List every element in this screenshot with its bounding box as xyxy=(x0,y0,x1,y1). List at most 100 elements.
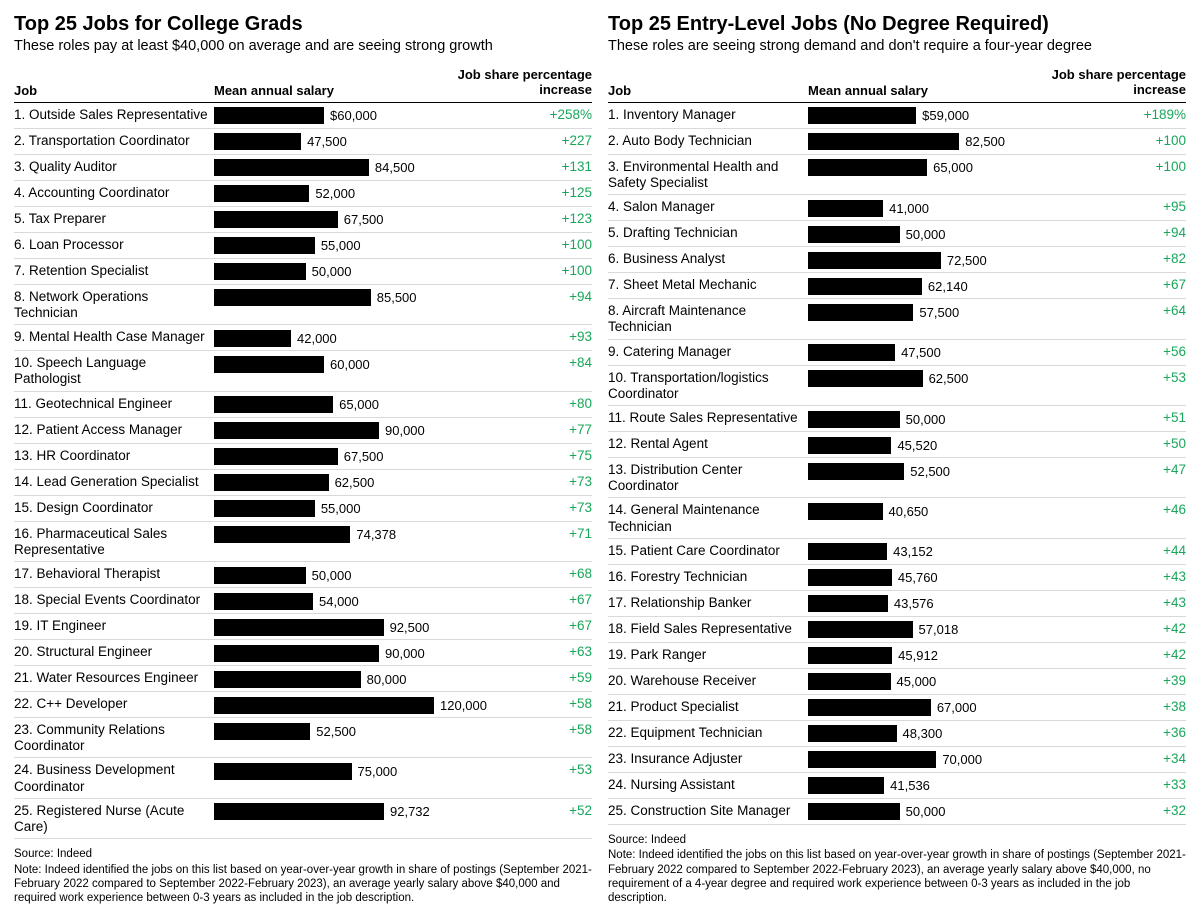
salary-bar xyxy=(214,567,306,584)
salary-cell: 72,500 xyxy=(808,251,1116,269)
header-salary: Mean annual salary xyxy=(214,83,432,98)
job-label: 8. Network Operations Technician xyxy=(14,289,214,321)
salary-bar xyxy=(214,500,315,517)
salary-cell: 47,500 xyxy=(808,344,1116,362)
salary-label: 45,760 xyxy=(898,570,938,585)
left-column: Top 25 Jobs for College Grads These role… xyxy=(14,12,592,906)
increase-value: +77 xyxy=(522,422,592,437)
salary-cell: 43,576 xyxy=(808,595,1116,613)
increase-value: +43 xyxy=(1116,595,1186,610)
salary-cell: 75,000 xyxy=(214,762,522,780)
table-row: 19. IT Engineer92,500+67 xyxy=(14,614,592,640)
salary-cell: 45,520 xyxy=(808,436,1116,454)
salary-bar xyxy=(214,803,384,820)
table-row: 14. General Maintenance Technician40,650… xyxy=(608,498,1186,538)
job-label: 22. Equipment Technician xyxy=(608,725,808,741)
job-label: 4. Accounting Coordinator xyxy=(14,185,214,201)
job-label: 13. Distribution Center Coordinator xyxy=(608,462,808,494)
job-label: 16. Pharmaceutical Sales Representative xyxy=(14,526,214,558)
left-source: Source: Indeed xyxy=(14,847,592,861)
salary-label: 92,500 xyxy=(390,620,430,635)
salary-bar xyxy=(808,569,892,586)
job-label: 9. Mental Health Case Manager xyxy=(14,329,214,345)
salary-cell: 67,500 xyxy=(214,211,522,229)
salary-label: 40,650 xyxy=(889,504,929,519)
salary-bar xyxy=(808,252,941,269)
increase-value: +52 xyxy=(522,803,592,818)
header-increase: Job share percentage increase xyxy=(432,68,592,98)
salary-label: 47,500 xyxy=(901,345,941,360)
salary-bar xyxy=(214,330,291,347)
salary-cell: 84,500 xyxy=(214,159,522,177)
salary-cell: 57,500 xyxy=(808,303,1116,321)
job-label: 24. Nursing Assistant xyxy=(608,777,808,793)
salary-bar xyxy=(214,697,434,714)
job-label: 18. Field Sales Representative xyxy=(608,621,808,637)
salary-label: 84,500 xyxy=(375,160,415,175)
salary-cell: 70,000 xyxy=(808,751,1116,769)
job-label: 14. Lead Generation Specialist xyxy=(14,474,214,490)
table-row: 11. Geotechnical Engineer65,000+80 xyxy=(14,392,592,418)
job-label: 19. IT Engineer xyxy=(14,618,214,634)
salary-cell: 52,500 xyxy=(214,722,522,740)
salary-cell: 62,500 xyxy=(214,474,522,492)
salary-cell: 41,536 xyxy=(808,777,1116,795)
job-label: 11. Route Sales Representative xyxy=(608,410,808,426)
salary-label: 82,500 xyxy=(965,134,1005,149)
job-label: 1. Inventory Manager xyxy=(608,107,808,123)
salary-bar xyxy=(214,185,309,202)
increase-value: +100 xyxy=(522,263,592,278)
salary-cell: 42,000 xyxy=(214,329,522,347)
salary-label: 67,500 xyxy=(344,449,384,464)
header-job: Job xyxy=(608,83,808,98)
increase-value: +33 xyxy=(1116,777,1186,792)
table-row: 15. Design Coordinator55,000+73 xyxy=(14,496,592,522)
salary-cell: 43,152 xyxy=(808,543,1116,561)
increase-value: +43 xyxy=(1116,569,1186,584)
salary-label: 75,000 xyxy=(358,764,398,779)
job-label: 2. Transportation Coordinator xyxy=(14,133,214,149)
table-row: 25. Construction Site Manager50,000+32 xyxy=(608,799,1186,825)
job-label: 5. Drafting Technician xyxy=(608,225,808,241)
increase-value: +36 xyxy=(1116,725,1186,740)
table-row: 18. Special Events Coordinator54,000+67 xyxy=(14,588,592,614)
job-label: 15. Patient Care Coordinator xyxy=(608,543,808,559)
salary-cell: 90,000 xyxy=(214,422,522,440)
job-label: 23. Insurance Adjuster xyxy=(608,751,808,767)
salary-cell: 92,500 xyxy=(214,618,522,636)
right-source: Source: Indeed xyxy=(608,833,1186,847)
salary-cell: 40,650 xyxy=(808,502,1116,520)
increase-value: +58 xyxy=(522,722,592,737)
job-label: 1. Outside Sales Representative xyxy=(14,107,214,123)
increase-value: +44 xyxy=(1116,543,1186,558)
salary-label: 45,520 xyxy=(897,438,937,453)
salary-cell: 90,000 xyxy=(214,644,522,662)
increase-value: +125 xyxy=(522,185,592,200)
table-row: 14. Lead Generation Specialist62,500+73 xyxy=(14,470,592,496)
increase-value: +34 xyxy=(1116,751,1186,766)
table-row: 18. Field Sales Representative 57,018 +42 xyxy=(608,617,1186,643)
salary-bar xyxy=(808,278,922,295)
salary-bar xyxy=(214,645,379,662)
salary-cell: 60,000 xyxy=(214,355,522,373)
table-row: 6. Loan Processor55,000+100 xyxy=(14,233,592,259)
table-row: 1. Inventory Manager$59,000+189% xyxy=(608,103,1186,129)
header-job: Job xyxy=(14,83,214,98)
table-row: 2. Transportation Coordinator47,500+227 xyxy=(14,129,592,155)
table-row: 20. Warehouse Receiver45,000+39 xyxy=(608,669,1186,695)
salary-cell: 45,000 xyxy=(808,673,1116,691)
salary-label: 45,000 xyxy=(897,674,937,689)
increase-value: +46 xyxy=(1116,502,1186,517)
salary-label: 48,300 xyxy=(903,726,943,741)
salary-bar xyxy=(808,647,892,664)
table-row: 25. Registered Nurse (Acute Care)92,732+… xyxy=(14,799,592,839)
table-row: 4. Accounting Coordinator52,000+125 xyxy=(14,181,592,207)
increase-value: +64 xyxy=(1116,303,1186,318)
job-label: 11. Geotechnical Engineer xyxy=(14,396,214,412)
salary-bar xyxy=(808,411,900,428)
salary-bar xyxy=(808,370,923,387)
increase-value: +42 xyxy=(1116,621,1186,636)
salary-cell: 55,000 xyxy=(214,237,522,255)
salary-label: 57,018 xyxy=(919,622,959,637)
table-row: 21. Water Resources Engineer80,000+59 xyxy=(14,666,592,692)
